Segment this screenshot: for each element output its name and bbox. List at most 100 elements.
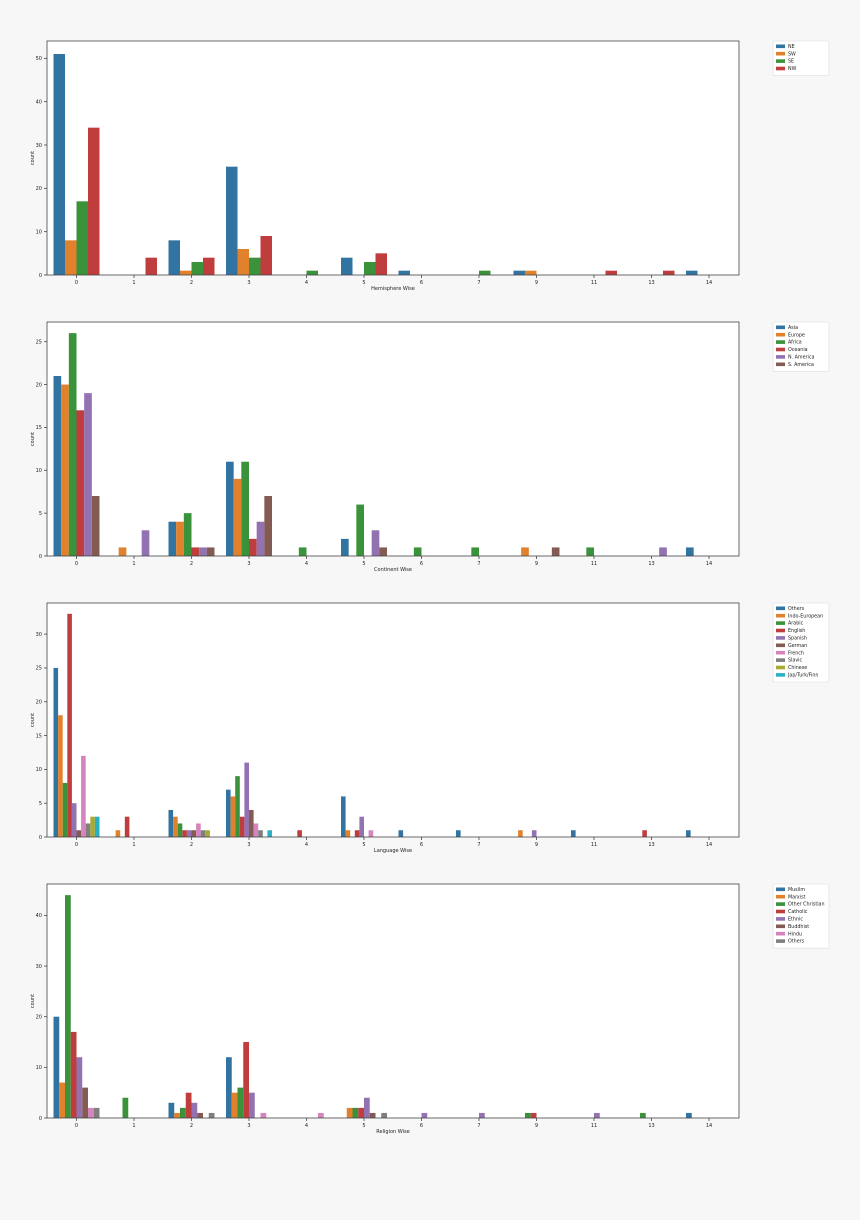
bar-spanish-3 (244, 762, 249, 837)
legend-swatch (776, 931, 785, 936)
legend-swatch (776, 924, 785, 929)
x-axis-label: Hemisphere Wise (371, 286, 415, 292)
legend-label: SE (788, 59, 794, 65)
x-tick-label: 7 (477, 280, 480, 286)
legend-label: SW (788, 51, 796, 57)
legend-label: Chinese (788, 665, 807, 671)
bar-muslim-2 (168, 1102, 175, 1118)
bar-s-america-3 (264, 496, 272, 556)
bar-nw-5 (375, 253, 387, 275)
x-tick-label: 9 (535, 842, 538, 848)
x-tick-label: 4 (305, 280, 308, 286)
bar-ethnic-7 (479, 1112, 485, 1118)
bar-asia-3 (226, 461, 234, 556)
legend-box (772, 321, 830, 372)
x-axis-label: Religion Wise (376, 1129, 409, 1135)
bar-nw-1 (145, 257, 157, 275)
x-tick-label: 3 (247, 561, 250, 567)
bar-buddhist-2 (197, 1112, 203, 1118)
chart-panel-0: 0 1 2 3 4 5 6 7 9 11 13 14 0 10 20 30 40 50 Hemisphere Wis… (30, 40, 830, 292)
bar-ethnic-5 (364, 1097, 370, 1118)
plot-area (47, 322, 739, 556)
legend-label: Jap/Turk/Finn (787, 673, 818, 679)
x-tick-label: 6 (420, 561, 423, 567)
legend-label: French (788, 650, 804, 656)
y-axis-label: count (30, 713, 36, 727)
bar-english-2 (182, 830, 187, 837)
legend-box (772, 602, 830, 683)
x-tick-label: 14 (706, 842, 712, 848)
x-tick-label: 5 (362, 842, 365, 848)
y-tick-label: 20 (36, 1015, 42, 1021)
legend-label: Indo-European (788, 613, 823, 619)
bar-hindu-4 (318, 1112, 324, 1118)
bar-muslim-14 (686, 1112, 692, 1118)
legend-label: S. America (788, 362, 814, 368)
bar-english-5 (354, 830, 360, 837)
bar-nw-2 (203, 257, 215, 275)
y-tick-label: 25 (36, 340, 42, 346)
bar-ne-6 (398, 270, 410, 275)
x-tick-label: 1 (132, 842, 135, 848)
legend-swatch (776, 621, 785, 625)
bar-nw-3 (260, 236, 272, 275)
y-tick-label: 10 (36, 767, 42, 773)
bar-ne-9 (513, 270, 525, 275)
legend-swatch (776, 909, 785, 914)
bar-french-2 (196, 823, 201, 837)
bar-ethnic-3 (249, 1092, 255, 1118)
bar-hindu-0 (88, 1107, 94, 1118)
legend-label: Hindu (788, 931, 802, 937)
bar-other-christian-2 (180, 1107, 186, 1118)
legend-swatch (776, 902, 785, 906)
bar-catholic-2 (185, 1092, 192, 1118)
legend-label: NW (788, 66, 797, 72)
legend-swatch (776, 917, 785, 921)
legend-box (772, 883, 830, 949)
bar-africa-0 (68, 333, 77, 556)
bar-africa-3 (241, 461, 249, 556)
legend-swatch (776, 658, 785, 662)
x-tick-label: 9 (535, 561, 538, 567)
legend-label: English (788, 628, 805, 634)
bar-arabic-0 (62, 782, 68, 837)
bar-europe-2 (176, 521, 184, 556)
bar-ethnic-11 (594, 1112, 600, 1118)
bar-indo-european-1 (115, 830, 121, 837)
bar-others-14 (686, 830, 691, 837)
bar-ethnic-2 (191, 1102, 198, 1118)
bar-muslim-3 (226, 1057, 232, 1118)
bar-asia-0 (53, 376, 62, 556)
x-tick-label: 14 (706, 1123, 712, 1129)
bar-french-5 (368, 830, 374, 837)
x-tick-label: 4 (305, 561, 308, 567)
x-tick-label: 7 (477, 561, 480, 567)
legend-swatch (776, 44, 785, 49)
bar-french-3 (253, 823, 259, 837)
legend-swatch (776, 613, 785, 618)
bar-sw-0 (65, 240, 77, 275)
legend-box (772, 40, 830, 76)
bar-s-america-9 (551, 547, 560, 556)
bar-sw-3 (237, 249, 249, 275)
bar-n-america-0 (84, 393, 92, 556)
legend-swatch (776, 665, 785, 670)
bar-others-0 (53, 667, 59, 837)
bar-ne-3 (226, 166, 238, 275)
bar-se-4 (306, 270, 318, 275)
bar-other-christian-3 (237, 1087, 244, 1118)
bar-marxist-2 (174, 1112, 180, 1118)
x-tick-label: 2 (190, 561, 193, 567)
bar-ne-14 (686, 270, 698, 275)
bar-nw-0 (88, 127, 100, 275)
y-tick-label: 0 (39, 554, 42, 560)
bar-africa-7 (471, 547, 479, 556)
y-tick-label: 20 (36, 382, 42, 388)
bar-europe-3 (233, 478, 242, 556)
x-tick-label: 1 (132, 1123, 135, 1129)
bar-spanish-9 (531, 830, 537, 837)
y-axis-label: count (30, 432, 36, 446)
legend-label: Africa (788, 340, 802, 346)
y-tick-label: 5 (39, 801, 42, 807)
bar-se-0 (76, 201, 88, 275)
